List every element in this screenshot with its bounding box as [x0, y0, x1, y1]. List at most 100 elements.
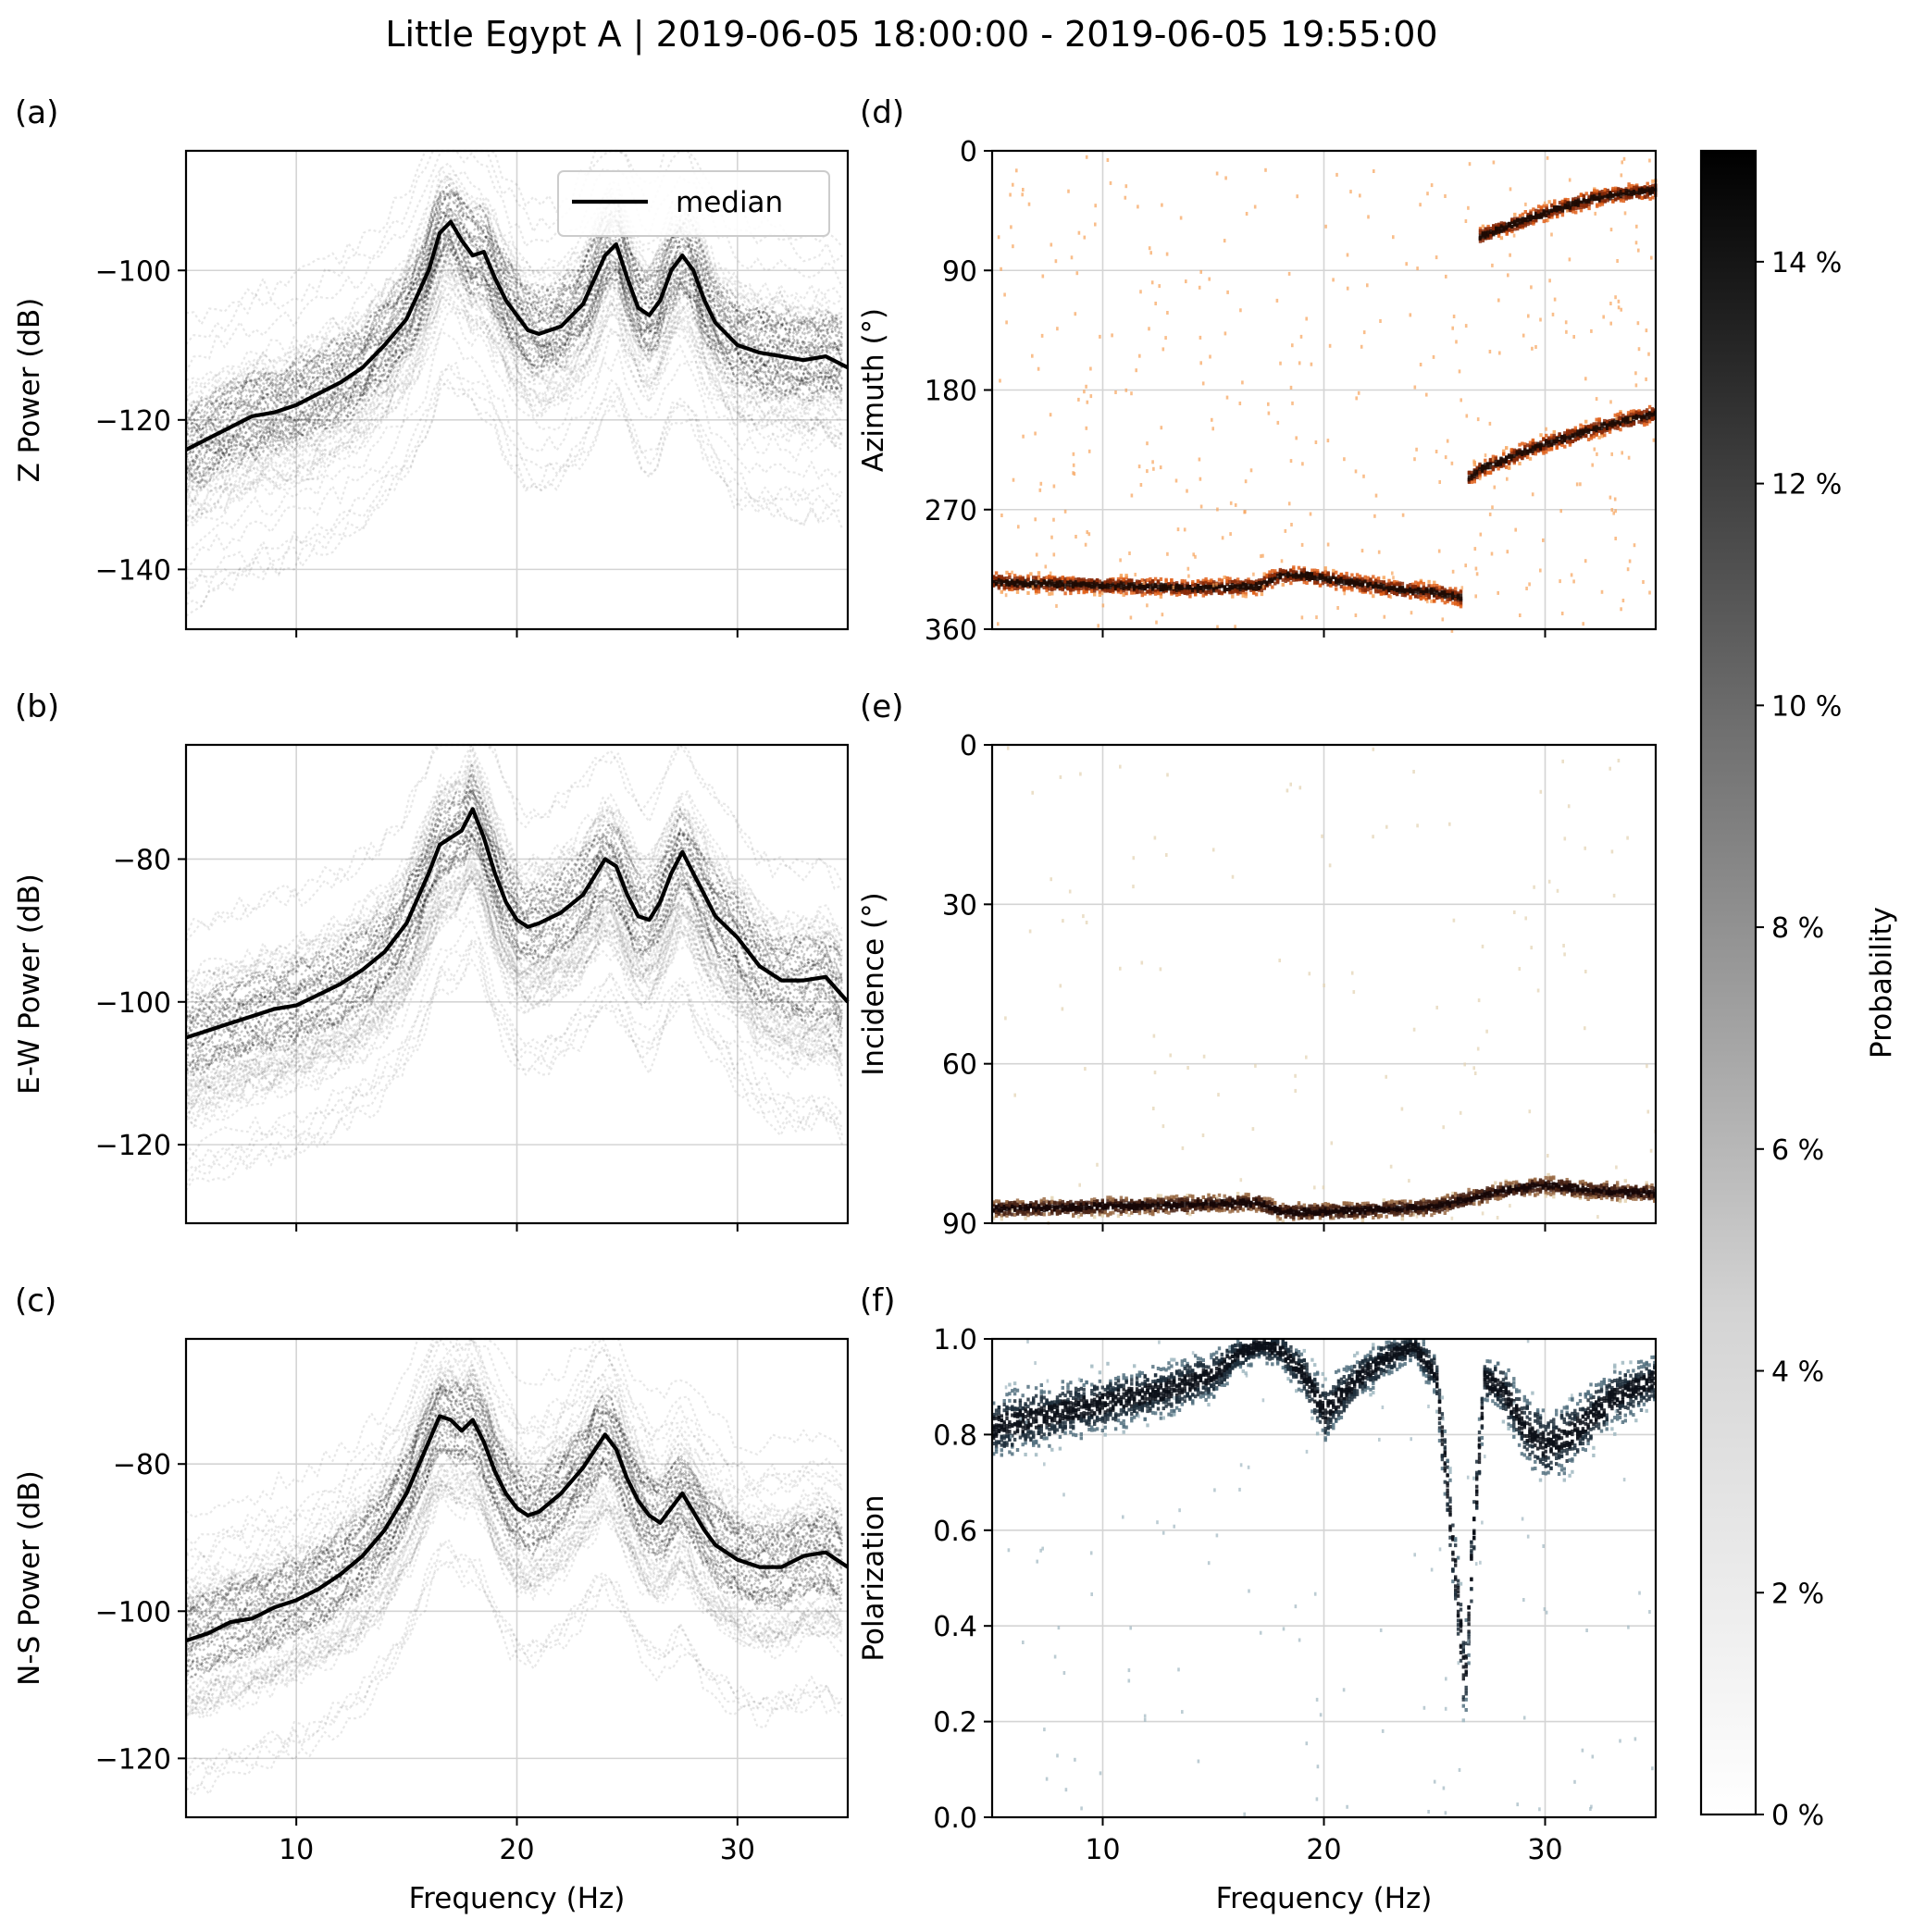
heatmap-speckle: [1137, 464, 1141, 469]
heatmap-cell: [1087, 1205, 1091, 1209]
heatmap-cell: [1552, 440, 1556, 444]
heatmap-cell: [1587, 203, 1591, 207]
heatmap-cell: [1609, 193, 1612, 198]
heatmap-cell: [1313, 568, 1317, 573]
heatmap-speckle: [1383, 614, 1386, 619]
heatmap-cell: [1058, 584, 1062, 588]
heatmap-cell: [1149, 585, 1152, 589]
psd-trace: [185, 772, 843, 1018]
heatmap-cell: [1289, 573, 1293, 577]
heatmap-speckle: [1478, 477, 1482, 481]
psd-trace: [185, 254, 843, 491]
psd-trace: [184, 1388, 843, 1632]
heatmap-speckle: [1301, 462, 1304, 466]
heatmap-cell: [1411, 1206, 1415, 1210]
heatmap-cell: [994, 1210, 999, 1214]
heatmap-cell: [1048, 1212, 1051, 1217]
heatmap-speckle: [1582, 622, 1584, 626]
heatmap-cell: [1297, 577, 1301, 582]
heatmap-cell: [1390, 586, 1394, 590]
heatmap-speckle: [1474, 594, 1477, 599]
psd-trace: [185, 1438, 843, 1669]
heatmap-cell: [1360, 576, 1365, 581]
heatmap-cell: [1167, 585, 1171, 589]
heatmap-cell: [1173, 1201, 1176, 1206]
heatmap-cell: [1525, 451, 1530, 455]
heatmap-cell: [1143, 1203, 1147, 1208]
heatmap-cell: [1416, 590, 1421, 595]
heatmap-cell: [1603, 427, 1607, 432]
heatmap-cell: [1400, 1213, 1405, 1218]
heatmap-speckle: [1425, 392, 1428, 397]
heatmap-cell: [1635, 187, 1639, 192]
heatmap-cell: [1366, 576, 1370, 580]
heatmap-cell: [1390, 1202, 1394, 1207]
heatmap-cell: [1390, 1210, 1394, 1215]
heatmap-cell: [1512, 448, 1516, 452]
heatmap-cell: [1637, 188, 1642, 192]
heatmap-speckle: [1161, 347, 1165, 352]
heatmap-cell: [1005, 1208, 1009, 1211]
heatmap-cell: [1534, 447, 1537, 452]
heatmap-speckle: [1158, 284, 1161, 289]
heatmap-cell: [1579, 430, 1583, 435]
heatmap-speckle: [1527, 314, 1530, 318]
heatmap-speckle: [1621, 160, 1623, 165]
heatmap-cell: [1140, 578, 1144, 583]
heatmap-speckle: [1101, 603, 1105, 608]
psd-trace: [185, 780, 844, 1025]
heatmap-cell: [1247, 577, 1250, 582]
heatmap-cell: [1262, 1203, 1266, 1208]
heatmap-cell: [1113, 1208, 1118, 1212]
psd-trace: [185, 190, 843, 421]
heatmap-cell: [1151, 1202, 1155, 1207]
heatmap-cell: [1528, 440, 1533, 445]
heatmap-cell: [1159, 594, 1163, 599]
heatmap-cell: [1231, 589, 1235, 594]
heatmap-cell: [1063, 579, 1067, 584]
heatmap-cell: [1422, 588, 1425, 592]
heatmap-cell: [1433, 599, 1436, 603]
heatmap-cell: [1177, 587, 1182, 591]
heatmap-cell: [1502, 452, 1506, 456]
heatmap-cell: [1507, 454, 1511, 459]
psd-trace: [185, 783, 843, 1022]
heatmap-cell: [1446, 588, 1449, 593]
heatmap-cell: [1637, 195, 1642, 200]
heatmap-cell: [1002, 1202, 1006, 1207]
heatmap-cell: [1098, 584, 1102, 588]
heatmap-cell: [1475, 472, 1479, 477]
heatmap-cell: [1000, 1207, 1003, 1211]
heatmap-cell: [1489, 229, 1493, 233]
heatmap-cell: [1637, 409, 1641, 414]
heatmap-cell: [1606, 428, 1609, 432]
psd-trace: [185, 1337, 843, 1518]
heatmap-cell: [1156, 1209, 1161, 1214]
psd-trace: [185, 1437, 843, 1673]
heatmap-cell: [1076, 1214, 1081, 1219]
heatmap-speckle: [1367, 215, 1370, 219]
heatmap-cell: [1650, 417, 1655, 421]
heatmap-cell: [1345, 578, 1348, 583]
psd-trace: [185, 192, 844, 423]
heatmap-cell: [1199, 1208, 1203, 1212]
heatmap-cell: [1505, 226, 1509, 230]
heatmap-speckle: [1135, 368, 1137, 373]
heatmap-speckle: [1415, 447, 1418, 452]
heatmap-cell: [1130, 582, 1134, 587]
heatmap-cell: [1042, 1202, 1046, 1207]
heatmap-speckle: [1208, 277, 1211, 281]
heatmap-cell: [1167, 1210, 1171, 1215]
heatmap-cell: [1497, 233, 1501, 238]
heatmap-cell: [1353, 583, 1357, 588]
heatmap-speckle: [1328, 343, 1332, 348]
heatmap-speckle: [1148, 327, 1150, 331]
heatmap-cell: [1629, 419, 1634, 424]
heatmap-cell: [1223, 585, 1226, 589]
heatmap-cell: [1210, 581, 1213, 586]
heatmap-cell: [1637, 415, 1641, 419]
heatmap-cell: [1156, 1194, 1161, 1198]
heatmap-cell: [1576, 432, 1580, 437]
heatmap-cell: [1231, 1208, 1235, 1213]
